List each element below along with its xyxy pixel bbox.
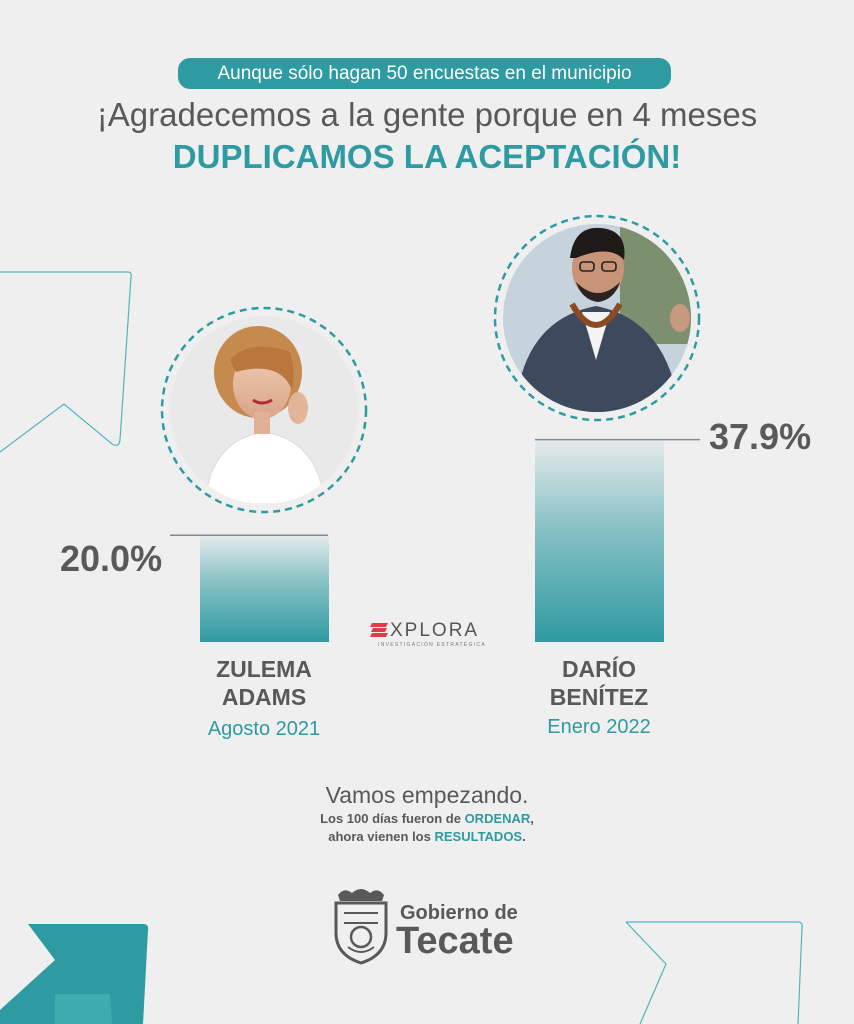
left-outline-arrow-shape	[0, 271, 132, 453]
avatar-dario-icon	[503, 224, 691, 412]
explora-logo-icon	[370, 623, 388, 637]
category-label-zulema-line2: ADAMS	[221, 684, 307, 710]
footer-line2-highlight: RESULTADOS	[434, 829, 523, 844]
brand-line1: Gobierno de	[400, 902, 518, 924]
footer-message-line2: ahora vienen los RESULTADOS.	[0, 828, 854, 846]
avatar-ring-zulema	[160, 306, 368, 514]
subtitle-pill: Aunque sólo hagan 50 encuestas en el mun…	[178, 58, 671, 89]
bar-dario	[535, 439, 664, 642]
footer-message: Los 100 días fueron de ORDENAR, ahora vi…	[0, 810, 854, 846]
bar-zulema	[200, 535, 329, 642]
brand-line2: Tecate	[396, 920, 514, 962]
category-label-dario: DARÍO BENÍTEZ	[519, 655, 679, 711]
category-label-zulema: ZULEMA ADAMS	[184, 655, 344, 711]
bottom-right-outline-shape	[625, 921, 803, 1024]
category-label-dario-line1: DARÍO	[561, 656, 637, 682]
avatar-zulema-icon	[170, 316, 358, 504]
headline: ¡Agradecemos a la gente porque en 4 mese…	[96, 96, 758, 133]
bottom-left-teal-shape	[0, 924, 149, 1024]
footer-line2-punct: .	[522, 829, 526, 844]
footer-line1-text: Los 100 días fueron de	[320, 811, 465, 826]
value-label-zulema: 20.0%	[60, 538, 163, 579]
footer-tagline: Vamos empezando.	[325, 782, 529, 808]
footer-line1-punct: ,	[530, 811, 534, 826]
footer-message-line1: Los 100 días fueron de ORDENAR,	[0, 810, 854, 828]
date-label-zulema: Agosto 2021	[207, 718, 321, 740]
bottom-left-light-shape	[55, 994, 112, 1024]
tecate-coat-of-arms-icon	[334, 889, 388, 965]
footer-line1-highlight: ORDENAR	[464, 811, 531, 826]
value-label-dario: 37.9%	[709, 416, 812, 457]
headline-accent: DUPLICAMOS LA ACEPTACIÓN!	[172, 138, 682, 175]
avatar-ring-dario	[493, 214, 701, 422]
footer-line2-text: ahora vienen los	[328, 829, 435, 844]
category-label-dario-line2: BENÍTEZ	[549, 684, 649, 710]
pollster-name: XPLORA	[390, 620, 480, 641]
pollster-tagline: INVESTIGACIÓN ESTRATÉGICA	[378, 642, 486, 648]
date-label-dario: Enero 2022	[547, 716, 651, 738]
category-label-zulema-line1: ZULEMA	[216, 656, 312, 682]
